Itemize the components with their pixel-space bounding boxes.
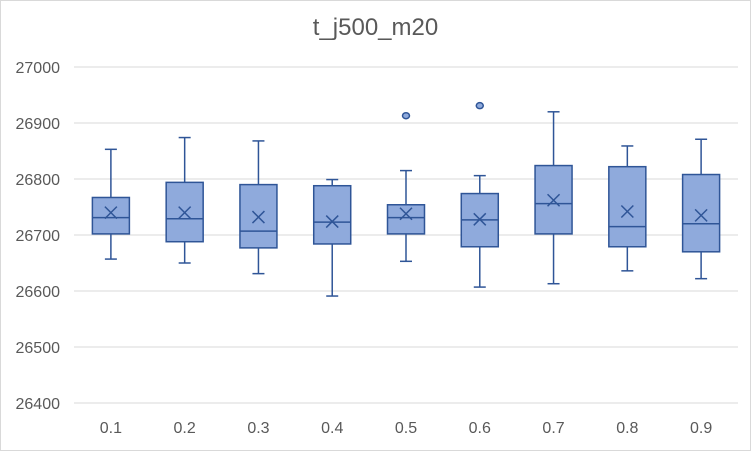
box-0.9 [681,138,721,280]
box-iqr [386,204,426,235]
box-0.3 [239,140,278,275]
x-axis-ticks: 0.1 0.2 0.3 0.4 0.5 0.6 0.7 0.8 0.9 [100,420,713,437]
mean-marker [547,193,561,207]
box-series [91,101,721,297]
x-tick-label: 0.4 [321,420,343,437]
box-0.7 [534,111,573,285]
x-tick-label: 0.8 [616,420,638,437]
y-tick-label: 26800 [16,172,61,189]
y-tick-label: 26400 [16,396,61,413]
box-iqr [681,173,721,253]
mean-marker [178,206,192,220]
outlier-point [401,111,411,120]
x-tick-label: 0.9 [690,420,712,437]
y-tick-label: 26900 [16,116,61,133]
box-iqr [91,196,131,235]
mean-marker [694,208,708,222]
y-tick-label: 26600 [16,284,61,301]
chart-title: t_j500_m20 [312,14,439,41]
box-0.2 [165,136,204,264]
y-tick-label: 27000 [16,60,61,77]
box-0.8 [608,145,647,272]
box-iqr [608,165,647,248]
mean-marker [104,206,118,220]
mean-marker [325,215,339,229]
x-tick-label: 0.1 [100,420,122,437]
x-tick-label: 0.5 [395,420,417,437]
box-0.4 [312,178,352,297]
x-tick-label: 0.3 [247,420,269,437]
x-tick-label: 0.2 [174,420,196,437]
x-tick-label: 0.6 [469,420,491,437]
y-axis-ticks: 26400 26500 26600 26700 26800 26900 27000 [16,60,61,413]
y-tick-label: 26700 [16,228,61,245]
x-tick-label: 0.7 [542,420,564,437]
mean-marker [399,207,413,221]
box-0.5 [386,111,426,263]
box-iqr [312,184,352,245]
box-0.6 [460,101,500,288]
outlier-point [475,101,485,110]
box-0.1 [91,148,131,260]
mean-marker [620,204,634,219]
mean-marker [473,212,487,226]
mean-marker [251,210,265,224]
y-tick-label: 26500 [16,340,61,357]
